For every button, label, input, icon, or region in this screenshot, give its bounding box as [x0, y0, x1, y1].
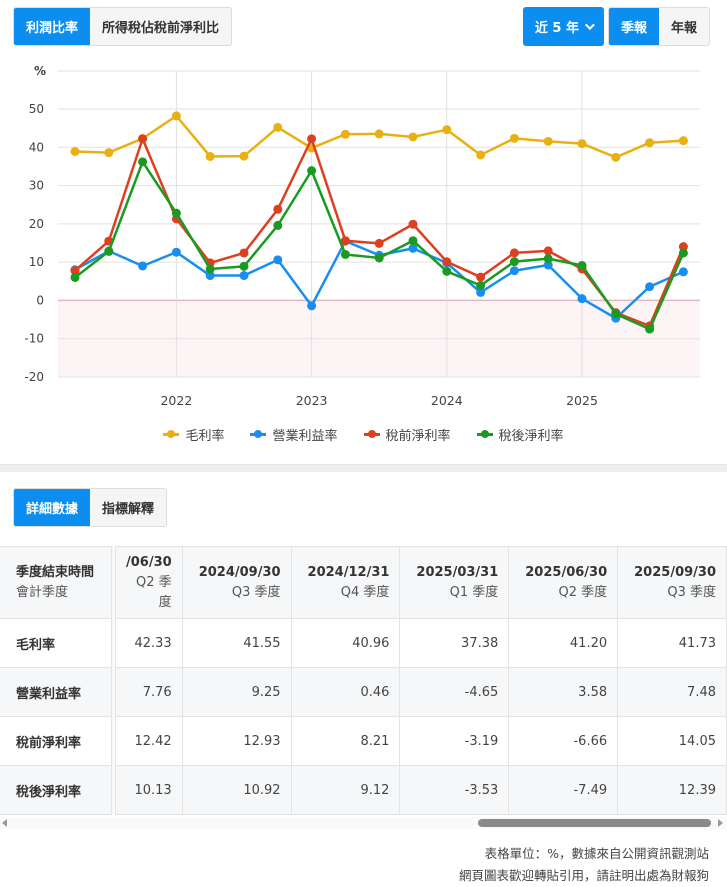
legend-label: 營業利益率: [272, 429, 338, 444]
svg-text:%: %: [34, 64, 46, 78]
header-label: 季度結束時間: [16, 564, 95, 580]
table-cell: 12.39: [617, 765, 727, 815]
table-cell: -6.66: [508, 716, 619, 766]
section-divider: [0, 464, 727, 472]
table-row: 10.13 10.92 9.12 -3.53 -7.49 12.39: [115, 765, 727, 815]
svg-text:2025: 2025: [566, 393, 598, 408]
tab-profit-ratio[interactable]: 利潤比率: [14, 8, 91, 45]
tab-indicator-explanation[interactable]: 指標解釋: [90, 489, 167, 526]
table-cell: 12.42: [115, 716, 183, 766]
svg-text:-10: -10: [24, 332, 44, 346]
table-row: 7.76 9.25 0.46 -4.65 3.58 7.48: [115, 667, 727, 717]
table-cell: 41.73: [617, 618, 727, 668]
svg-text:2022: 2022: [160, 393, 192, 408]
table-cell: 9.25: [181, 667, 292, 717]
row-label-pretax-margin: 稅前淨利率: [0, 716, 112, 766]
table-cell: -7.49: [508, 765, 619, 815]
legend-marker-icon: [250, 430, 267, 438]
column-header: /06/30 Q2 季度: [115, 546, 183, 619]
column-header: 2024/12/31 Q4 季度: [290, 546, 401, 619]
table-cell: 10.92: [181, 765, 292, 815]
chart-legend: 毛利率 營業利益率 稅前淨利率 稅後淨利率: [0, 425, 727, 444]
table-cell: -3.53: [399, 765, 510, 815]
table-cell: 12.93: [181, 716, 292, 766]
svg-text:2023: 2023: [296, 393, 328, 408]
table-header-row: /06/30 Q2 季度 2024/09/30 Q3 季度 2024/12/31 Q4…: [115, 546, 727, 619]
column-header: 2025/09/30 Q3 季度: [617, 546, 727, 619]
table-cell: 0.46: [290, 667, 401, 717]
period-tab-group: 季報 年報: [607, 7, 710, 46]
row-label-net-margin: 稅後淨利率: [0, 765, 112, 815]
chart-canvas: -20 -10 0 10 20 30 40 50% 2022 2023 2024 2025: [24, 64, 700, 408]
table-cell: 41.55: [181, 618, 292, 668]
legend-item-net-margin[interactable]: 稅後淨利率: [476, 425, 564, 444]
header-cell: 季度結束時間 會計季度: [0, 546, 112, 619]
legend-label: 稅後淨利率: [498, 429, 564, 444]
svg-text:-20: -20: [24, 370, 44, 384]
tab-annual[interactable]: 年報: [658, 8, 709, 45]
table-row: 42.33 41.55 40.96 37.38 41.20 41.73: [115, 618, 727, 668]
scroll-left-arrow-icon[interactable]: [2, 819, 7, 827]
table-cell: 7.76: [115, 667, 183, 717]
tab-detailed-data[interactable]: 詳細數據: [14, 489, 91, 526]
range-dropdown[interactable]: 近 5 年: [522, 7, 604, 46]
table-cell: 3.58: [508, 667, 619, 717]
legend-item-operating-margin[interactable]: 營業利益率: [250, 425, 338, 444]
svg-text:10: 10: [29, 255, 44, 269]
data-table: 季度結束時間 會計季度 毛利率 營業利益率 稅前淨利率 稅後淨利率 /06/30…: [0, 546, 727, 816]
table-row-headers: 季度結束時間 會計季度 毛利率 營業利益率 稅前淨利率 稅後淨利率: [0, 546, 112, 815]
svg-text:0: 0: [36, 293, 44, 307]
svg-text:40: 40: [29, 140, 44, 154]
table-cell: 7.48: [617, 667, 727, 717]
metric-tab-group: 利潤比率 所得稅佔稅前淨利比: [13, 7, 233, 46]
legend-item-pretax-margin[interactable]: 稅前淨利率: [363, 425, 451, 444]
column-header: 2024/09/30 Q3 季度: [181, 546, 292, 619]
table-cell: 9.12: [290, 765, 401, 815]
column-header: 2025/06/30 Q2 季度: [508, 546, 619, 619]
legend-marker-icon: [363, 430, 380, 438]
column-header: 2025/03/31 Q1 季度: [399, 546, 510, 619]
tab-quarterly[interactable]: 季報: [608, 8, 659, 45]
legend-marker-icon: [163, 430, 180, 438]
row-label-operating-margin: 營業利益率: [0, 667, 112, 717]
table-scroll-body[interactable]: /06/30 Q2 季度 2024/09/30 Q3 季度 2024/12/31 Q4…: [115, 546, 727, 815]
chevron-down-icon: [584, 20, 595, 31]
svg-text:50: 50: [29, 102, 44, 116]
legend-marker-icon: [476, 430, 493, 438]
footnote-source: 表格單位：%，數據來自公開資訊觀測站: [484, 846, 709, 861]
svg-text:2024: 2024: [431, 393, 463, 408]
table-cell: 37.38: [399, 618, 510, 668]
row-label-gross-margin: 毛利率: [0, 618, 112, 668]
header-sublabel: 會計季度: [16, 584, 69, 600]
svg-text:30: 30: [29, 179, 44, 193]
table-cell: 42.33: [115, 618, 183, 668]
table-cell: -3.19: [399, 716, 510, 766]
table-cell: 8.21: [290, 716, 401, 766]
table-horizontal-scrollbar[interactable]: [0, 817, 727, 829]
table-cell: 40.96: [290, 618, 401, 668]
legend-item-gross-margin[interactable]: 毛利率: [163, 425, 224, 444]
table-cell: 14.05: [617, 716, 727, 766]
legend-label: 稅前淨利率: [385, 429, 451, 444]
svg-text:20: 20: [29, 217, 44, 231]
table-cell: 41.20: [508, 618, 619, 668]
top-toolbar: 利潤比率 所得稅佔稅前淨利比 近 5 年 季報 年報: [13, 7, 710, 46]
line-chart[interactable]: -20 -10 0 10 20 30 40 50% 2022 2023 2024 2025: [0, 60, 727, 460]
scroll-right-arrow-icon[interactable]: [718, 819, 723, 827]
range-label: 近 5 年: [534, 21, 579, 36]
legend-label: 毛利率: [185, 429, 225, 444]
scrollbar-thumb[interactable]: [478, 819, 711, 827]
table-cell: -4.65: [399, 667, 510, 717]
tab-income-tax-ratio[interactable]: 所得稅佔稅前淨利比: [90, 8, 232, 45]
table-cell: 10.13: [115, 765, 183, 815]
footnote: 表格單位：%，數據來自公開資訊觀測站 網頁圖表歡迎轉貼引用，請註明出處為財報狗: [459, 843, 709, 887]
table-row: 12.42 12.93 8.21 -3.19 -6.66 14.05: [115, 716, 727, 766]
footnote-citation: 網頁圖表歡迎轉貼引用，請註明出處為財報狗: [458, 868, 709, 883]
detail-tab-group: 詳細數據 指標解釋: [13, 488, 168, 527]
